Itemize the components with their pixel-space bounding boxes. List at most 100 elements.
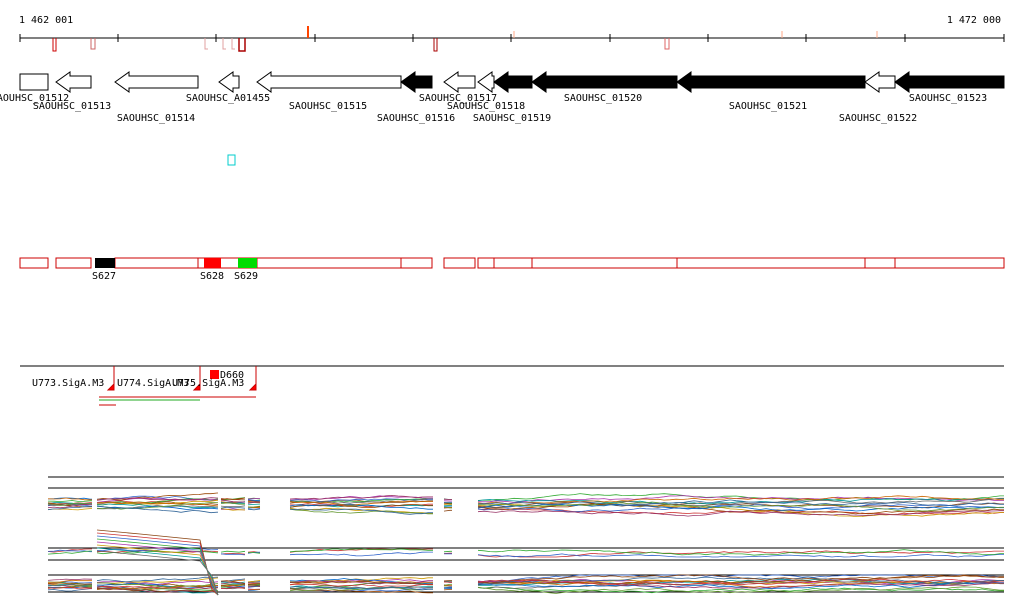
gene-label: SAOUHSC_01516 [377,113,455,124]
profile-line [477,504,1004,513]
profile-line [289,551,433,557]
feature-label-u775: U775.SigA.M3 [172,378,244,389]
profile-line [47,500,92,503]
profile-line [96,535,219,596]
gene-label: SAOUHSC_A01455 [186,93,270,104]
profile-line [289,494,433,500]
ruler-signal-marks [52,26,878,52]
gene-label: SAOUHSC_01514 [117,113,195,124]
profile-line [443,509,452,512]
segment-outline [443,257,476,269]
profile-line [477,574,1004,583]
profile-line [96,550,219,596]
segment-label: S629 [234,271,258,282]
gene-label: SAOUHSC_01523 [909,93,987,104]
gene-arrow[interactable] [19,73,49,91]
profile-line [247,505,261,508]
profile-line [443,580,452,582]
profile-line [96,580,218,585]
profile-line [247,501,261,504]
profile-line [48,579,92,583]
profile-line [477,549,1004,556]
profile-line [289,548,433,553]
gene-label: SAOUHSC_01518 [447,101,525,112]
gene-label: SAOUHSC_01517 [419,93,497,104]
feature-d660-marker [210,370,219,379]
profile-line [443,506,452,509]
profile-line [220,505,246,508]
segment-outline [493,257,533,269]
profile-line [96,497,218,501]
profile-line [47,502,92,506]
gene-arrow[interactable] [55,71,92,93]
gene-arrow[interactable] [114,71,199,93]
profile-line [477,501,1004,509]
gene-arrow[interactable] [218,71,240,93]
expression-profiles [47,476,1004,596]
profile-line [247,589,261,591]
gene-arrow[interactable] [676,71,866,93]
profile-line [477,586,1004,594]
profile-line [477,586,1004,594]
profile-line [220,508,246,511]
profile-line [477,578,1004,586]
profile-line [477,510,1004,517]
profile-line [289,586,433,591]
gene-arrow[interactable] [443,71,476,93]
profile-line [477,553,1004,558]
gene-arrow[interactable] [531,71,678,93]
profile-line [96,588,218,593]
profile-line [220,583,246,586]
ruler-end-label: 1 472 000 [947,15,1001,26]
segment-outline [894,257,1005,269]
profile-line [220,497,246,501]
profile-line [96,576,218,583]
gene-arrow[interactable] [477,71,495,93]
profile-line [96,505,218,514]
gene-label: SAOUHSC_01512 [0,93,69,104]
segment-track: S627 S628 S629 [19,257,1005,282]
coordinate-ruler: 1 462 001 1 472 000 [19,15,1005,52]
profile-line [96,492,218,501]
gene-arrow[interactable] [493,71,533,93]
feature-bracket-end [248,366,257,391]
segment-outline [256,257,402,269]
gene-label: SAOUHSC_01513 [33,101,111,112]
profile-line [477,581,1004,590]
gene-arrow[interactable] [400,71,433,93]
feature-track: U773.SigA.M3 U774.SigA.M3 U775.SigA.M3 D… [20,365,1004,406]
profile-line [47,548,92,553]
gene-arrow[interactable] [894,71,1005,93]
feature-label-u773: U773.SigA.M3 [32,378,104,389]
profile-line [247,508,261,511]
profile-line [289,500,433,506]
segment-block[interactable] [95,258,115,268]
gene-label: SAOUHSC_01519 [473,113,551,124]
gene-label: SAOUHSC_01522 [839,113,917,124]
profile-line [220,506,246,509]
gene-arrow[interactable] [256,71,402,93]
segment-outline [531,257,678,269]
profile-line [289,586,433,592]
profile-line [289,503,433,510]
profile-line [47,586,92,590]
segment-outline [55,257,92,269]
profile-line [477,499,1004,507]
profile-line [96,541,219,596]
feature-bracket-mid [192,366,201,391]
profile-line [477,550,1004,558]
profile-line [47,503,92,509]
segment-outline [477,257,495,269]
gene-arrow[interactable] [864,71,896,93]
profile-line [443,502,452,505]
profile-line [443,583,452,586]
profile-line [247,498,260,500]
profile-line [220,552,246,555]
profile-line [247,499,261,501]
profile-line [290,581,433,586]
segment-block[interactable] [238,258,257,268]
gene-label: SAOUHSC_01520 [564,93,642,104]
segment-block[interactable] [204,258,221,268]
profile-line [96,585,218,589]
